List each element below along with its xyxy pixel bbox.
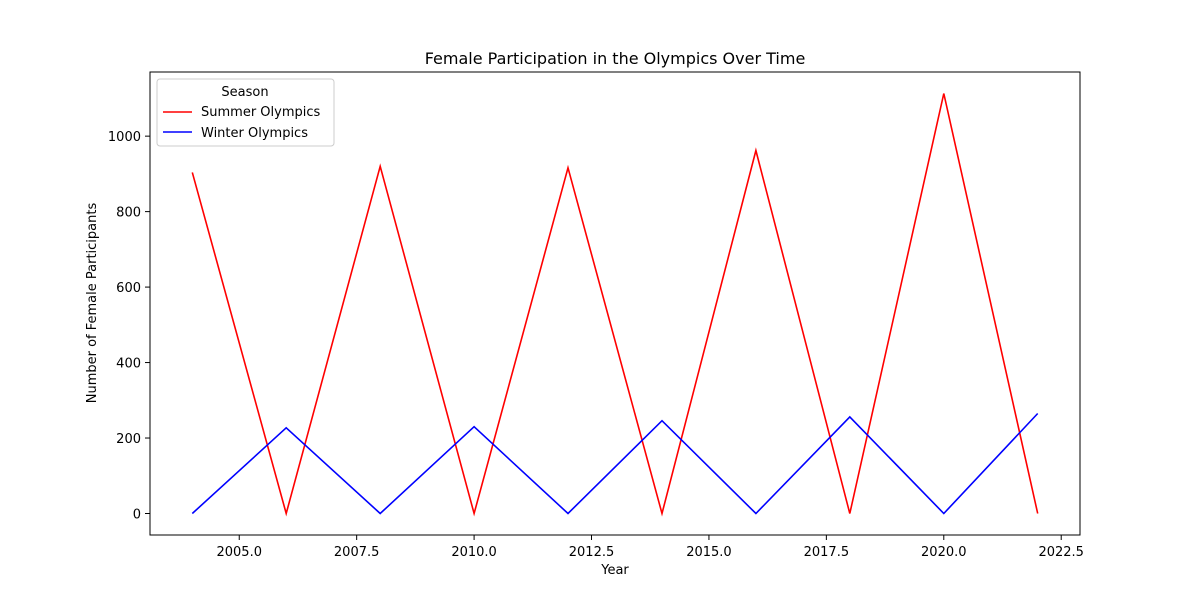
axes-frame (149, 71, 1081, 536)
series-line-summer-olympics (191, 93, 1039, 517)
legend-title: Season (221, 85, 268, 100)
legend-box (156, 78, 335, 147)
y-tick-label: 400 (116, 357, 141, 372)
y-tick-label: 1000 (108, 130, 141, 145)
x-tick-label: 2017.5 (804, 545, 850, 560)
x-tick-label: 2005.0 (216, 545, 262, 560)
legend-label-winter-olympics: Winter Olympics (201, 126, 308, 141)
y-axis-label: Number of Female Participants (85, 203, 100, 404)
x-axis-ticks: 2005.0 2007.5 2010.0 2012.5 2015.0 2017.5 2020… (216, 535, 1084, 560)
chart-title: Female Participation in the Olympics Ove… (425, 49, 806, 68)
y-tick-label: 200 (116, 432, 141, 447)
x-tick-label: 2012.5 (569, 545, 615, 560)
x-tick-label: 2015.0 (686, 545, 732, 560)
x-tick-label: 2022.5 (1038, 545, 1084, 560)
series-line-winter-olympics (191, 412, 1039, 515)
y-tick-label: 800 (116, 206, 141, 221)
legend: Season Summer Olympics Winter Olympics (156, 78, 335, 147)
y-axis-ticks: 0 200 400 600 800 1000 (108, 130, 150, 522)
y-tick-label: 0 (133, 507, 141, 522)
x-tick-label: 2020.0 (921, 545, 967, 560)
x-axis-label: Year (600, 563, 629, 578)
x-tick-label: 2007.5 (334, 545, 380, 560)
y-tick-label: 600 (116, 281, 141, 296)
legend-label-summer-olympics: Summer Olympics (201, 105, 321, 120)
plot-lines (191, 93, 1039, 517)
x-tick-label: 2010.0 (451, 545, 497, 560)
